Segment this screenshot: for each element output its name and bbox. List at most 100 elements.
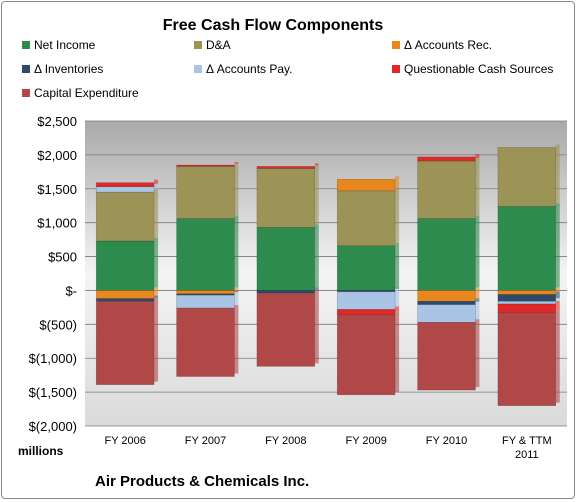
bar-segment-side <box>234 215 239 288</box>
bar-segment-side <box>154 298 159 382</box>
bar-segment <box>497 290 557 295</box>
bar-segment-side <box>395 288 400 307</box>
y-tick-label: $(1,500) <box>29 385 77 400</box>
y-tick-label: $(2,000) <box>29 419 77 434</box>
bar-segment <box>336 178 396 192</box>
bar-segment <box>417 321 476 391</box>
bar-segment-side <box>234 305 239 374</box>
bar-segment <box>497 147 557 207</box>
plot-area <box>85 121 567 426</box>
company-name: Air Products & Chemicals Inc. <box>95 473 309 490</box>
bar-segment <box>176 218 235 291</box>
bar-segment-side <box>395 287 400 289</box>
bar-segment <box>256 166 316 169</box>
bar-segment <box>176 164 235 167</box>
y-tick-label: $1,500 <box>37 182 77 197</box>
bar-segment <box>497 303 557 314</box>
bar-segment-side <box>475 298 480 302</box>
bar-segment-side <box>154 189 159 238</box>
bar-segment <box>497 294 557 302</box>
bar-segment-side <box>234 287 239 291</box>
unit-label: millions <box>18 444 64 458</box>
y-tick-label: $2,000 <box>37 148 77 163</box>
y-tick-label: $1,000 <box>37 216 77 231</box>
bar-segment-side <box>395 176 400 188</box>
y-tick-label: $- <box>65 283 77 298</box>
bar-segment <box>497 300 557 305</box>
bar-segment-side <box>475 153 480 158</box>
x-tick-label: FY 2009 <box>345 435 386 447</box>
bar-segment <box>176 166 235 219</box>
bar-segment-side <box>314 224 319 288</box>
bar-segment-side <box>154 287 159 296</box>
bar-segment-side <box>395 187 400 243</box>
x-axis-labels: FY 2006 FY 2007 FY 2008 FY 2009 FY 2010 FY & … <box>104 435 551 461</box>
bar-segment-side <box>234 162 239 164</box>
chart-title: Free Cash Flow Components <box>163 17 384 34</box>
bar-segment-side <box>314 287 319 291</box>
bar-segment-side <box>314 163 319 166</box>
bar-segment-side <box>555 298 560 301</box>
legend-swatch <box>22 41 30 49</box>
x-tick-label: FY 2006 <box>104 435 145 447</box>
bar-segment-side <box>395 306 400 312</box>
legend-label: Δ Accounts Pay. <box>206 62 293 76</box>
bar-segment-side <box>475 215 480 288</box>
bar-segment-side <box>555 301 560 310</box>
bars <box>95 144 560 406</box>
bar-segment <box>95 298 155 302</box>
bar-segment-side <box>475 319 480 388</box>
bar-segment <box>256 292 316 367</box>
bar-segment <box>336 245 396 291</box>
bar-segment-side <box>555 144 560 204</box>
bar-segment-side <box>234 290 239 293</box>
bar-segment <box>417 290 476 302</box>
bar-segment <box>336 309 396 316</box>
gridlines <box>85 120 567 427</box>
legend-label: Δ Accounts Rec. <box>404 38 492 52</box>
y-tick-label: $500 <box>48 250 77 265</box>
bar-segment <box>336 314 396 396</box>
legend-swatch <box>392 65 400 73</box>
bar-segment-side <box>395 311 400 392</box>
legend-label: D&A <box>206 38 231 52</box>
bar-segment <box>497 312 557 406</box>
bar-segment <box>336 190 396 247</box>
legend-swatch <box>194 41 202 49</box>
bar-segment <box>95 191 155 242</box>
bar-segment <box>417 156 476 162</box>
bar-segment <box>417 304 476 323</box>
y-tick-label: $(1,000) <box>29 351 77 366</box>
bar-segment-side <box>234 163 239 216</box>
bar-segment-side <box>154 237 159 288</box>
bar-segment-side <box>395 242 400 288</box>
legend-swatch <box>194 65 202 73</box>
bar-segment <box>176 294 235 309</box>
x-tick-label: FY 2008 <box>265 435 306 447</box>
bar-segment-side <box>154 179 159 184</box>
bar-segment-side <box>475 157 480 216</box>
bar-segment <box>417 300 476 305</box>
legend-label: Capital Expenditure <box>34 86 139 100</box>
bar-segment <box>417 160 476 219</box>
bar-segment-side <box>475 301 480 320</box>
bar-segment <box>256 227 316 291</box>
bar-segment-side <box>555 309 560 403</box>
bar-segment <box>95 182 155 188</box>
legend-swatch <box>22 65 30 73</box>
bar-segment-side <box>555 291 560 299</box>
bar-segment-side <box>475 287 480 299</box>
y-tick-label: $(500) <box>39 317 77 332</box>
bar-segment <box>95 186 155 193</box>
legend-swatch <box>22 89 30 97</box>
x-tick-label: FY 2007 <box>185 435 226 447</box>
bar-segment-side <box>314 165 319 225</box>
bar-segment-side <box>154 295 159 299</box>
bar-segment <box>176 290 235 295</box>
bar-segment <box>95 240 155 291</box>
bar-segment-side <box>555 203 560 288</box>
legend: Net Income D&A Δ Accounts Rec. Δ Inventorie… <box>22 38 553 100</box>
bar-segment <box>256 290 316 294</box>
bar-segment <box>417 218 476 291</box>
